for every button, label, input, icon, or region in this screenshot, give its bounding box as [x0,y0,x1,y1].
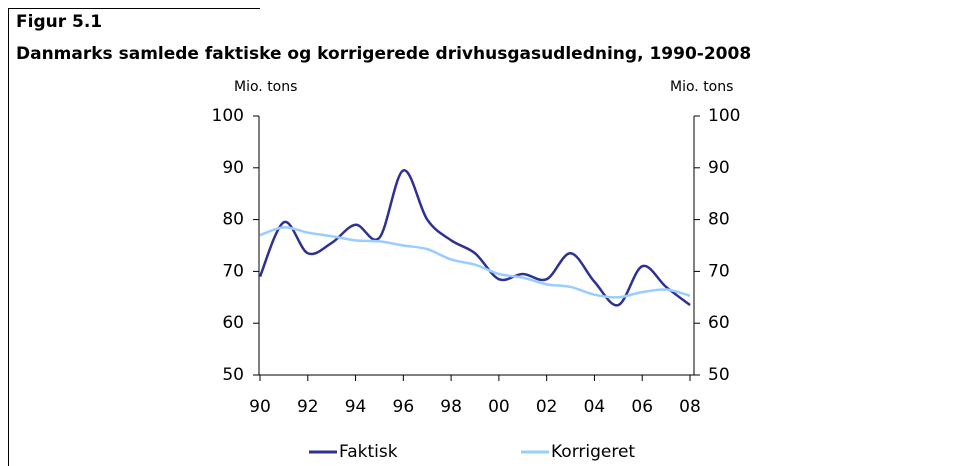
legend-label: Korrigeret [551,442,635,462]
x-tick-label: 92 [297,397,319,417]
y-tick-label: 70 [222,261,244,281]
legend-label: Faktisk [339,442,398,462]
y-tick-label: 90 [222,158,244,178]
x-tick-label: 06 [631,397,653,417]
line-series [258,169,691,307]
y2-axis-label: Mio. tons [670,79,733,95]
x-tick-label: 94 [345,397,367,417]
y2-tick-label: 60 [708,313,730,333]
x-tick-label: 98 [440,397,462,417]
x-tick-label: 96 [393,397,415,417]
y2-tick-label: 50 [708,365,730,385]
y-tick-label: 50 [222,365,244,385]
x-tick-label: 08 [679,397,701,417]
x-tick-label: 90 [249,397,271,417]
y-tick-label: 100 [212,106,244,126]
y-tick-label: 80 [222,210,244,230]
figure-label: Figur 5.1 [16,12,102,32]
y2-tick-label: 90 [708,158,730,178]
x-tick-label: 00 [488,397,510,417]
y2-tick-label: 70 [708,261,730,281]
y-axis-label: Mio. tons [234,79,297,95]
x-tick-label: 04 [584,397,606,417]
chart-title: Danmarks samlede faktiske og korrigerede… [16,44,751,64]
x-tick-label: 02 [536,397,558,417]
line-series [259,226,691,299]
y2-tick-label: 100 [708,106,740,126]
y-tick-label: 60 [222,313,244,333]
y2-tick-label: 80 [708,210,730,230]
